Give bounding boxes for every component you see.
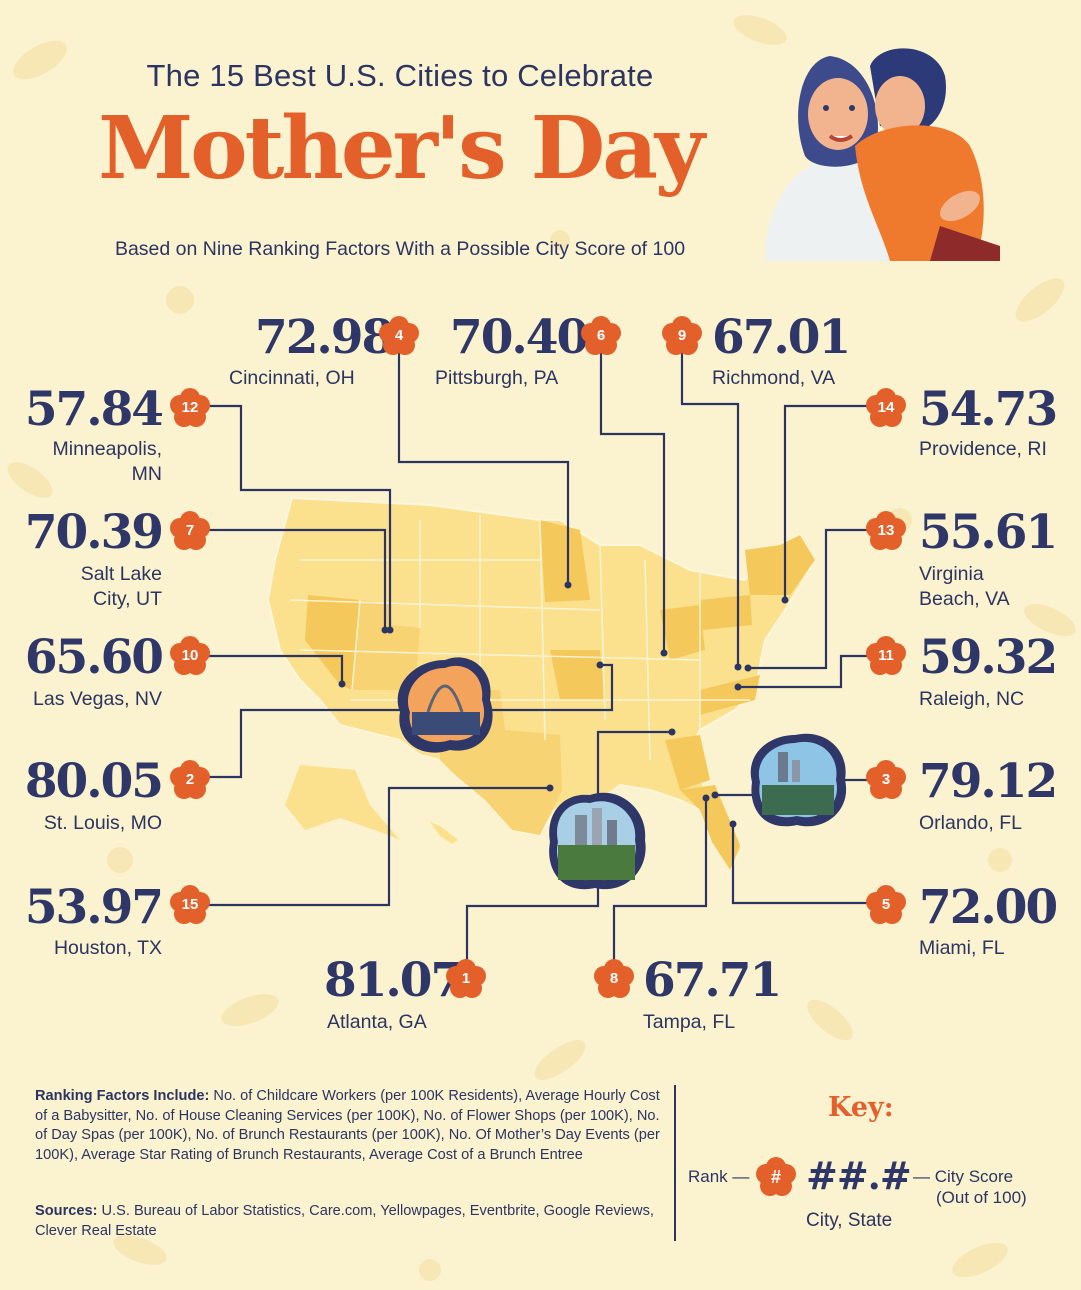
city-minneapolis: Minneapolis, MN (52, 438, 162, 485)
sources: Sources: U.S. Bureau of Labor Statistics… (35, 1203, 654, 1239)
rank-badge-4: 4 (379, 316, 419, 356)
score-orlando: 79.12 (919, 754, 1058, 809)
score-raleigh: 59.32 (919, 630, 1058, 685)
page-subtitle: The 15 Best U.S. Cities to Celebrate (146, 58, 654, 93)
rank-badge-5: 5 (866, 885, 906, 925)
score-tampa: 67.71 (643, 953, 782, 1008)
city-providence: Providence, RI (919, 438, 1047, 460)
rank-badge-14: 14 (866, 388, 906, 428)
key-title: Key: (828, 1092, 894, 1123)
map-state-north-carolina (700, 675, 760, 715)
city-houston: Houston, TX (53, 937, 162, 959)
city-virginia-beach: Virginia Beach, VA (919, 563, 1010, 610)
photo-atlanta (549, 792, 646, 890)
map-state-florida (680, 785, 740, 870)
city-miami: Miami, FL (919, 937, 1005, 959)
map-state-missouri (550, 650, 605, 700)
score-miami: 72.00 (919, 880, 1058, 935)
map-state-georgia (665, 735, 710, 790)
score-cincinnati: 72.98 (255, 310, 394, 365)
photo-st-louis (397, 657, 493, 753)
mother-child-illustration (765, 48, 1000, 261)
key-score-placeholder: ##.# (806, 1153, 912, 1198)
rank-badge-8: 8 (594, 959, 634, 999)
score-atlanta: 81.07 (324, 953, 463, 1008)
score-providence: 54.73 (919, 382, 1058, 437)
map-state-nevada (305, 595, 360, 690)
score-minneapolis: 57.84 (24, 382, 164, 437)
rank-badge-7: 7 (170, 511, 210, 551)
score-las-vegas: 65.60 (24, 630, 164, 685)
score-virginia-beach: 55.61 (919, 505, 1058, 560)
key-score-label: — City Score (913, 1167, 1014, 1186)
rank-badge-9: 9 (662, 316, 702, 356)
rank-badge-10: 10 (170, 636, 210, 676)
city-orlando: Orlando, FL (919, 812, 1022, 834)
city-tampa: Tampa, FL (643, 1011, 736, 1033)
score-richmond: 67.01 (712, 310, 851, 365)
page-title: Mother's Day (98, 98, 705, 199)
rank-badge-15: 15 (170, 885, 210, 925)
rank-badge-3: 3 (866, 760, 906, 800)
key-rank-label: Rank — (688, 1167, 750, 1186)
city-st-louis: St. Louis, MO (43, 812, 162, 834)
map-hawaii (430, 822, 458, 844)
key-score-sub: (Out of 100) (936, 1188, 1027, 1207)
score-salt-lake-city: 70.39 (24, 505, 164, 560)
score-pittsburgh: 70.40 (450, 310, 589, 365)
key-rank-badge: # (756, 1157, 796, 1197)
city-las-vegas: Las Vegas, NV (33, 688, 162, 710)
city-salt-lake-city: Salt Lake City, UT (80, 563, 162, 610)
rank-badge-11: 11 (866, 636, 906, 676)
ranking-factors: Ranking Factors Include: No. of Childcar… (35, 1088, 660, 1163)
city-pittsburgh: Pittsburgh, PA (435, 367, 559, 389)
rank-badge-13: 13 (866, 511, 906, 551)
map-state-ohio (660, 605, 705, 660)
rank-badge-12: 12 (170, 388, 210, 428)
city-richmond: Richmond, VA (712, 367, 836, 389)
city-atlanta: Atlanta, GA (327, 1011, 427, 1033)
map-state-utah (352, 600, 420, 690)
rank-badge-1: 1 (446, 959, 486, 999)
map-state-new-england (745, 535, 815, 595)
city-raleigh: Raleigh, NC (919, 688, 1025, 710)
leader-lines (208, 350, 884, 970)
rank-badge-6: 6 (581, 316, 621, 356)
map-alaska (285, 765, 400, 840)
score-houston: 53.97 (24, 880, 164, 935)
key-city-label: City, State (806, 1210, 893, 1231)
rank-badge-2: 2 (170, 760, 210, 800)
page-tagline: Based on Nine Ranking Factors With a Pos… (114, 238, 686, 260)
map-state-pennsylvania (700, 595, 752, 630)
photo-orlando (750, 733, 847, 827)
score-st-louis: 80.05 (24, 754, 164, 809)
city-markers (338, 581, 789, 828)
footer-divider (674, 1085, 676, 1241)
map-state-minnesota (540, 520, 590, 602)
city-cincinnati: Cincinnati, OH (229, 367, 355, 389)
